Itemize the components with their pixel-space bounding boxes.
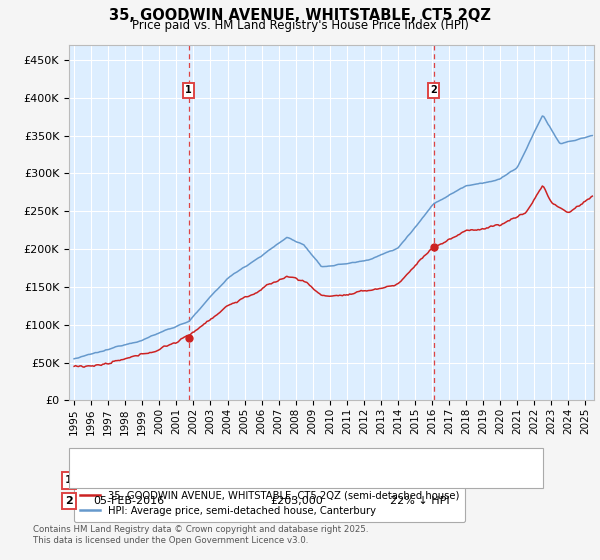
Text: 05-FEB-2016: 05-FEB-2016 <box>93 496 164 506</box>
Text: 2: 2 <box>430 85 437 95</box>
Text: 1: 1 <box>65 475 73 486</box>
Legend: 35, GOODWIN AVENUE, WHITSTABLE, CT5 2QZ (semi-detached house), HPI: Average pric: 35, GOODWIN AVENUE, WHITSTABLE, CT5 2QZ … <box>74 484 466 521</box>
Text: 35, GOODWIN AVENUE, WHITSTABLE, CT5 2QZ: 35, GOODWIN AVENUE, WHITSTABLE, CT5 2QZ <box>109 8 491 24</box>
Text: Price paid vs. HM Land Registry's House Price Index (HPI): Price paid vs. HM Land Registry's House … <box>131 19 469 32</box>
Text: 22% ↓ HPI: 22% ↓ HPI <box>390 496 449 506</box>
Text: 22% ↓ HPI: 22% ↓ HPI <box>390 475 449 486</box>
Text: £203,000: £203,000 <box>270 496 323 506</box>
Text: Contains HM Land Registry data © Crown copyright and database right 2025.
This d: Contains HM Land Registry data © Crown c… <box>33 525 368 545</box>
Text: £82,000: £82,000 <box>270 475 316 486</box>
Text: 1: 1 <box>185 85 192 95</box>
Text: 17-SEP-2001: 17-SEP-2001 <box>93 475 164 486</box>
Text: 2: 2 <box>65 496 73 506</box>
